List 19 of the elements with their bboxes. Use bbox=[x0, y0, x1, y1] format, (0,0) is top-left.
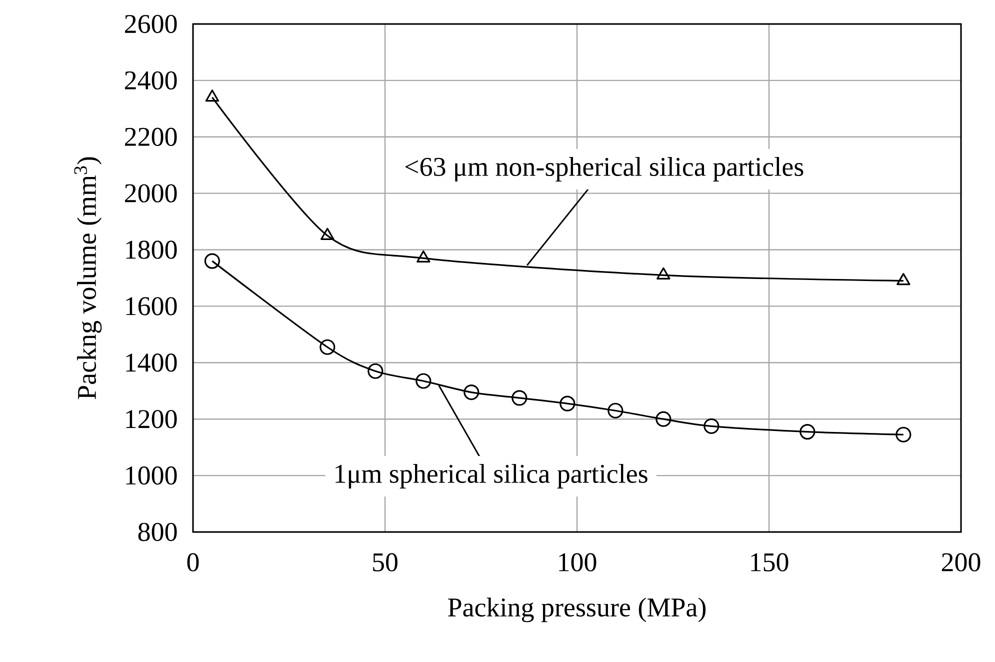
y-tick-label: 1200 bbox=[126, 410, 177, 428]
x-axis-title: Packing pressure (MPa) bbox=[448, 598, 706, 622]
y-tick-label: 1000 bbox=[126, 466, 177, 485]
x-tick-label: 0 bbox=[187, 553, 199, 572]
y-tick-label: 2400 bbox=[125, 71, 177, 90]
x-tick-label: 150 bbox=[751, 553, 788, 572]
y-tick-label: 1600 bbox=[126, 297, 177, 316]
y-axis-title: Packng volume (mm$^{3}$) bbox=[74, 157, 102, 400]
annotation: 1μm spherical silica particles bbox=[336, 464, 648, 488]
y-tick-label: 1400 bbox=[126, 354, 177, 372]
y-tick-label: 800 bbox=[138, 522, 177, 542]
x-tick-label: 50 bbox=[373, 553, 398, 572]
annotation: <63 μm non-spherical silica particles bbox=[405, 157, 804, 182]
x-tick-label: 200 bbox=[942, 553, 980, 572]
y-tick-label: 2600 bbox=[125, 14, 177, 34]
x-tick-label: 100 bbox=[559, 553, 596, 572]
y-tick-label: 1800 bbox=[126, 240, 177, 259]
y-tick-label: 2200 bbox=[125, 128, 177, 146]
y-tick-label: 2000 bbox=[125, 184, 177, 202]
